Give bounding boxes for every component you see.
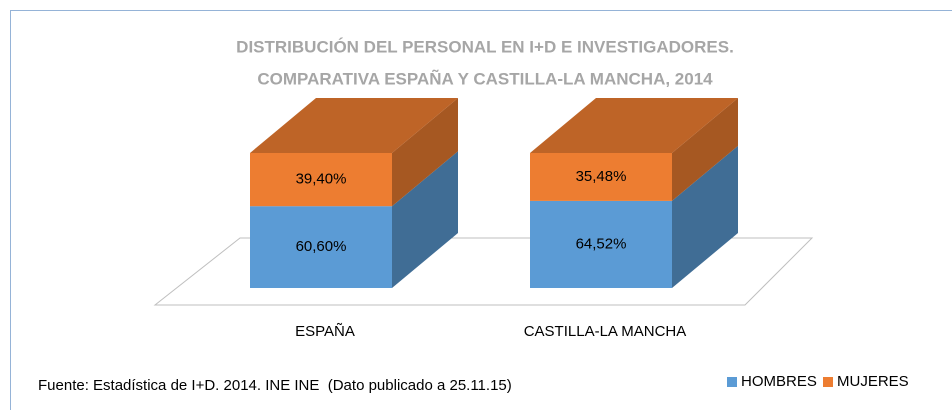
x-tick-label: ESPAÑA xyxy=(295,323,355,340)
legend-label: MUJERES xyxy=(837,373,909,390)
legend-swatch xyxy=(823,377,833,387)
value-label: 35,48% xyxy=(576,168,627,185)
x-tick-label: CASTILLA-LA MANCHA xyxy=(524,323,687,340)
value-label: 60,60% xyxy=(296,238,347,255)
value-label: 39,40% xyxy=(296,171,347,188)
value-label: 64,52% xyxy=(576,235,627,252)
source-note: Fuente: Estadística de I+D. 2014. INE IN… xyxy=(38,377,512,394)
chart-title: COMPARATIVA ESPAÑA Y CASTILLA-LA MANCHA,… xyxy=(257,68,713,88)
chart-title: DISTRIBUCIÓN DEL PERSONAL EN I+D E INVES… xyxy=(236,37,734,56)
legend-swatch xyxy=(727,377,737,387)
legend-label: HOMBRES xyxy=(741,373,817,390)
